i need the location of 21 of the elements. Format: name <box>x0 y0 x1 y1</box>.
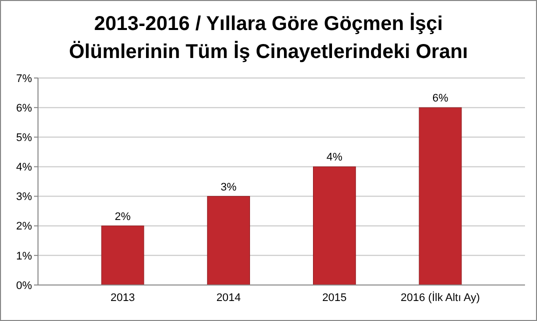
data-label: 6% <box>432 92 448 105</box>
y-tick-label: 0% <box>16 280 32 292</box>
y-tick-label: 1% <box>16 250 32 262</box>
x-tick-label: 2014 <box>216 292 241 304</box>
y-tick-label: 7% <box>16 72 32 85</box>
x-tick-label: 2013 <box>110 292 135 304</box>
data-label: 2% <box>114 210 131 223</box>
x-tick-label: 2016 (İlk Altı Ay) <box>400 291 480 304</box>
y-tick-label: 6% <box>16 102 32 114</box>
y-tick-label: 3% <box>16 191 32 204</box>
data-label: 4% <box>326 152 343 164</box>
bar <box>418 107 462 286</box>
x-tick-label: 2015 <box>322 292 347 304</box>
data-label: 3% <box>220 181 237 194</box>
bar <box>207 196 250 286</box>
chart-title: 2013-2016 / Yıllara Göre Göçmen İşçi Ölümlerinin Tüm İş Cinayetlerindeki Oranı <box>69 12 468 63</box>
bar <box>313 166 356 286</box>
y-tick-label: 2% <box>16 220 32 233</box>
y-tick-label: 5% <box>16 132 32 144</box>
bar <box>101 226 144 286</box>
y-tick-label: 4% <box>16 162 32 174</box>
